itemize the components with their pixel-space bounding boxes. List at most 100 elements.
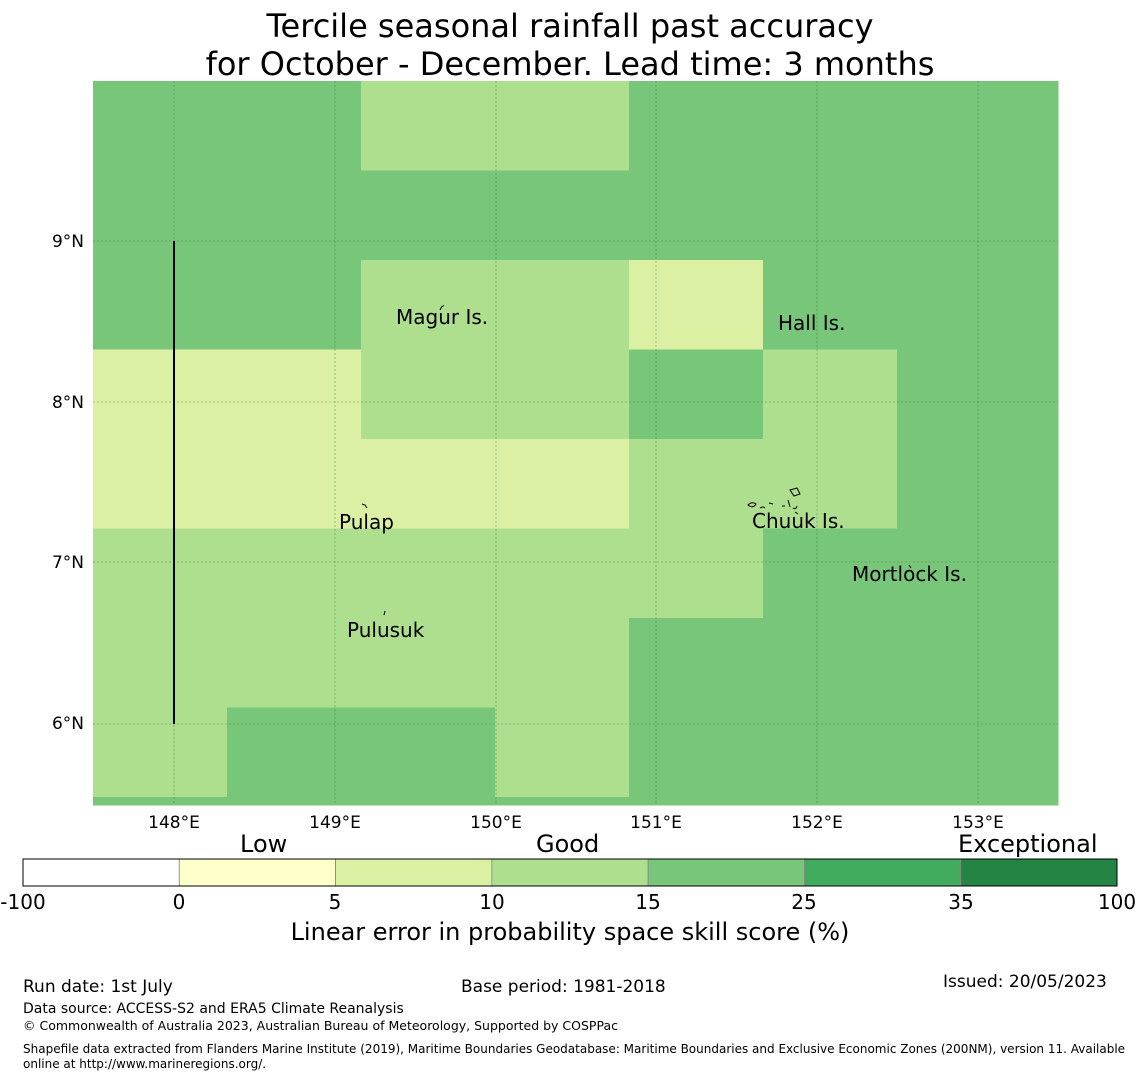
skill-cell: [1031, 349, 1059, 440]
run-date: Run date: 1st July: [23, 977, 173, 997]
place-label-pulap: Pulap: [339, 510, 394, 534]
skill-cell: [227, 707, 362, 798]
skill-cell: [93, 349, 228, 440]
skill-cell: [1031, 439, 1059, 529]
colorbar-tick: 5: [328, 890, 342, 914]
skill-cell: [361, 260, 496, 350]
colorbar: [22, 858, 1118, 887]
skill-cell: [1031, 797, 1059, 806]
skill-cell: [495, 797, 630, 806]
skill-cell: [1031, 260, 1059, 350]
colorbar-label-exceptional: Exceptional: [958, 830, 1098, 858]
lon-tick-150e: 150°E: [470, 813, 522, 833]
skill-cell: [1031, 170, 1059, 261]
skill-cell: [93, 528, 228, 619]
skill-cell: [897, 349, 1032, 440]
skill-cell: [629, 81, 764, 171]
longitude-labels: 148°E 149°E 150°E 151°E 152°E 153°E: [148, 813, 1004, 833]
skill-cell: [227, 81, 362, 171]
pulusuk-island-outline: [383, 610, 386, 616]
skill-cell: [897, 260, 1032, 350]
magur-island-outline: [439, 305, 445, 311]
latitude-labels: 9°N 8°N 7°N 6°N: [52, 232, 84, 734]
map-title-line2: for October - December. Lead time: 3 mon…: [205, 45, 935, 83]
skill-cell: [763, 260, 898, 350]
skill-cell: [897, 528, 1032, 619]
colorbar-frame: [22, 858, 1118, 887]
skill-grid: [93, 81, 1059, 806]
lat-tick-6n: 6°N: [52, 714, 84, 734]
lat-tick-9n: 9°N: [52, 232, 84, 252]
skill-cell: [495, 81, 630, 171]
skill-cell: [897, 618, 1032, 708]
shapefile-credit-line2: online at http://www.marineregions.org/.: [23, 1057, 267, 1071]
colorbar-swatch: [491, 858, 649, 887]
skill-cell: [227, 618, 362, 708]
mortlock-islands-outline: [908, 564, 912, 569]
skill-cell: [1031, 528, 1059, 619]
skill-cell: [227, 528, 362, 619]
colorbar-tick: 15: [635, 890, 661, 914]
skill-cell: [763, 618, 898, 708]
skill-cell: [361, 349, 496, 440]
place-labels: Magur Is. Hall Is. Pulap Chuuk Is. Mortl…: [339, 305, 967, 642]
skill-cell: [897, 81, 1032, 171]
skill-cell: [361, 170, 496, 261]
skill-cell: [93, 170, 228, 261]
skill-cell: [763, 439, 898, 529]
place-label-chuuk: Chuuk Is.: [752, 509, 845, 533]
data-source: Data source: ACCESS-S2 and ERA5 Climate …: [23, 1001, 404, 1017]
issued-date: Issued: 20/05/2023: [943, 972, 1107, 992]
colorbar-tick: 35: [948, 890, 974, 914]
copyright: © Commonwealth of Australia 2023, Austra…: [23, 1018, 618, 1033]
skill-cell: [1031, 81, 1059, 171]
place-label-mortlock: Mortlock Is.: [852, 562, 967, 586]
lon-tick-149e: 149°E: [309, 813, 361, 833]
skill-cell: [361, 618, 496, 708]
lon-tick-148e: 148°E: [148, 813, 200, 833]
place-label-pulusuk: Pulusuk: [347, 618, 425, 642]
skill-cell: [227, 260, 362, 350]
skill-cell: [629, 707, 764, 798]
skill-cell: [897, 797, 1032, 806]
lat-tick-7n: 7°N: [52, 553, 84, 573]
skill-cell: [897, 170, 1032, 261]
skill-cell: [495, 528, 630, 619]
skill-cell: [227, 170, 362, 261]
colorbar-swatch: [804, 858, 962, 887]
skill-cell: [1031, 618, 1059, 708]
colorbar-label-good: Good: [536, 830, 600, 858]
place-label-magur: Magur Is.: [396, 305, 488, 329]
skill-cell: [1031, 707, 1059, 798]
skill-cell: [227, 797, 362, 806]
shapefile-credit-line1: Shapefile data extracted from Flanders M…: [23, 1042, 1126, 1056]
skill-cell: [495, 618, 630, 708]
colorbar-tick: -100: [0, 890, 46, 914]
skill-cell: [227, 349, 362, 440]
skill-cell: [629, 439, 764, 529]
skill-cell: [361, 528, 496, 619]
skill-cell: [629, 260, 764, 350]
skill-cell: [763, 81, 898, 171]
lat-tick-8n: 8°N: [52, 393, 84, 413]
skill-cell: [629, 797, 764, 806]
colorbar-swatch: [647, 858, 805, 887]
colorbar-tick: 0: [172, 890, 186, 914]
skill-cell: [763, 797, 898, 806]
island-outlines: [361, 305, 912, 616]
skill-cell: [629, 528, 764, 619]
skill-cell: [897, 439, 1032, 529]
skill-cell: [629, 349, 764, 440]
skill-cell: [629, 170, 764, 261]
lon-tick-153e: 153°E: [952, 813, 1004, 833]
lon-tick-151e: 151°E: [630, 813, 682, 833]
graticule: [93, 81, 1058, 805]
skill-cell: [495, 439, 630, 529]
colorbar-swatch: [960, 858, 1118, 887]
chuuk-islands-outline: [747, 487, 801, 515]
skill-cell: [763, 170, 898, 261]
skill-cell: [93, 439, 228, 529]
colorbar-tick: 10: [479, 890, 505, 914]
skill-cell: [495, 170, 630, 261]
skill-cell: [361, 439, 496, 529]
